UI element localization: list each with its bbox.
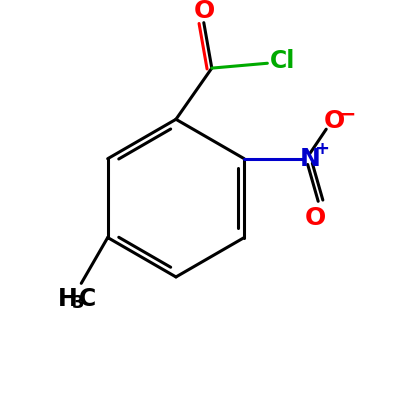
Text: −: − (339, 105, 356, 125)
Text: +: + (314, 140, 330, 158)
Text: O: O (324, 108, 346, 132)
Text: Cl: Cl (270, 49, 296, 73)
Text: O: O (305, 206, 326, 230)
Text: C: C (79, 287, 97, 311)
Text: 3: 3 (72, 294, 85, 312)
Text: H: H (58, 287, 78, 311)
Text: N: N (300, 147, 321, 171)
Text: O: O (194, 0, 215, 23)
